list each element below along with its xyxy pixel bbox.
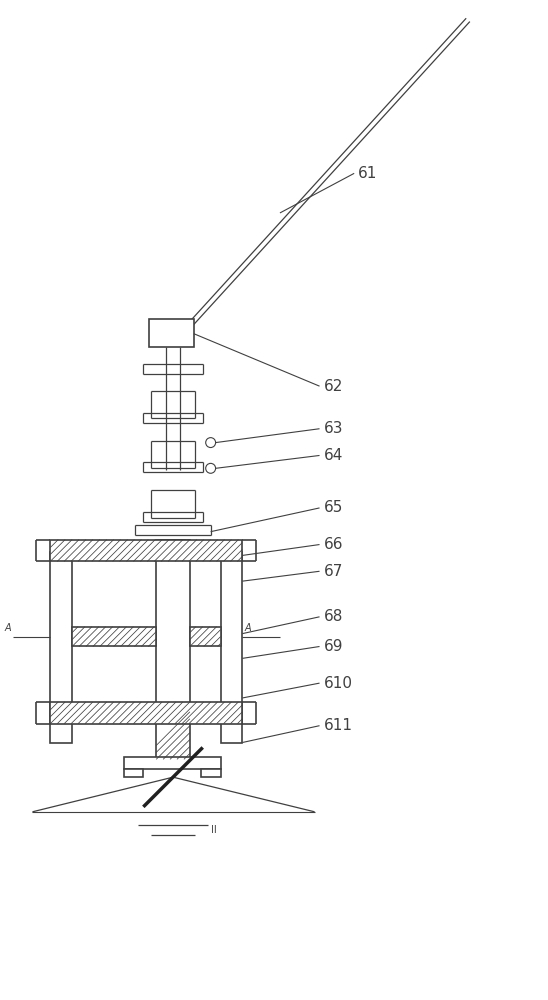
Bar [201,769,220,777]
Bar [220,552,242,743]
Bar [123,757,220,769]
Text: 63: 63 [323,421,343,436]
Text: 61: 61 [358,166,378,181]
Bar [50,540,242,561]
Text: 610: 610 [323,676,352,691]
Text: II: II [210,825,216,835]
Text: 611: 611 [323,718,352,733]
Text: 65: 65 [323,500,343,515]
Bar [72,627,156,646]
Text: 66: 66 [323,537,343,552]
Bar [50,702,242,724]
Bar [149,319,194,347]
Text: A: A [244,623,251,633]
Text: A: A [4,623,11,633]
Bar [156,540,190,759]
Bar [123,769,144,777]
Text: 69: 69 [323,639,343,654]
Text: 67: 67 [323,564,343,579]
Text: 68: 68 [323,609,343,624]
Bar [161,540,185,554]
Bar [190,627,220,646]
Text: 64: 64 [323,448,343,463]
Text: 62: 62 [323,379,343,394]
Bar [50,552,72,743]
